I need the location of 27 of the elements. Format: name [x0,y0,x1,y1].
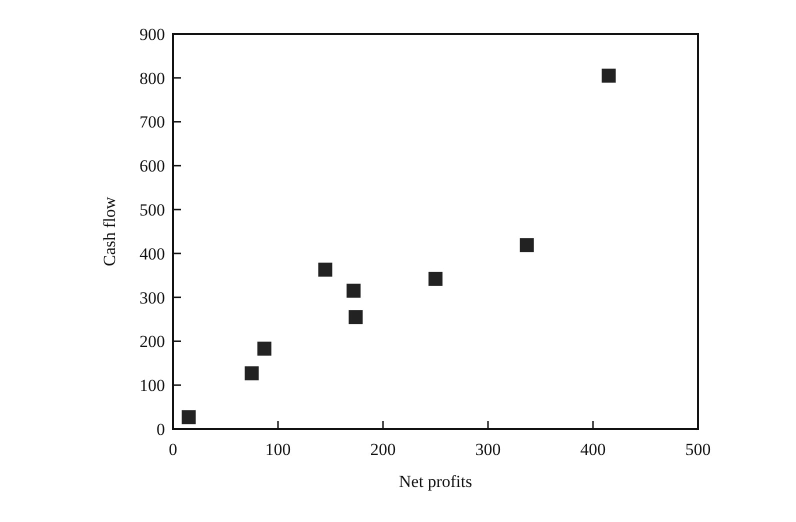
x-tick-label: 300 [475,440,501,459]
point [520,238,534,252]
y-tick-label: 700 [140,112,165,132]
y-tick-label: 200 [140,332,165,352]
x-axis-title: Net profits [398,472,472,491]
x-tick-label: 200 [370,440,396,459]
y-tick-label: 100 [140,376,165,396]
point [182,410,196,424]
y-tick-label: 800 [140,68,165,88]
x-tick-label: 500 [685,440,711,459]
y-tick-label: 900 [140,24,165,44]
point [318,262,332,277]
y-tick-label: 300 [140,288,165,308]
point [346,284,361,298]
y-axis-title: Cash flow [100,196,119,266]
y-tick-label: 500 [140,200,165,220]
x-tick-label: 100 [265,440,291,459]
point [244,366,259,380]
point [602,68,616,83]
x-tick-label: 400 [580,440,606,459]
y-tick-label: 0 [156,420,165,439]
y-tick-label: 600 [140,156,165,176]
point [428,272,442,286]
x-tick-label: 0 [168,440,178,459]
y-tick-label: 400 [140,244,165,264]
point [257,342,272,356]
point [348,310,363,324]
